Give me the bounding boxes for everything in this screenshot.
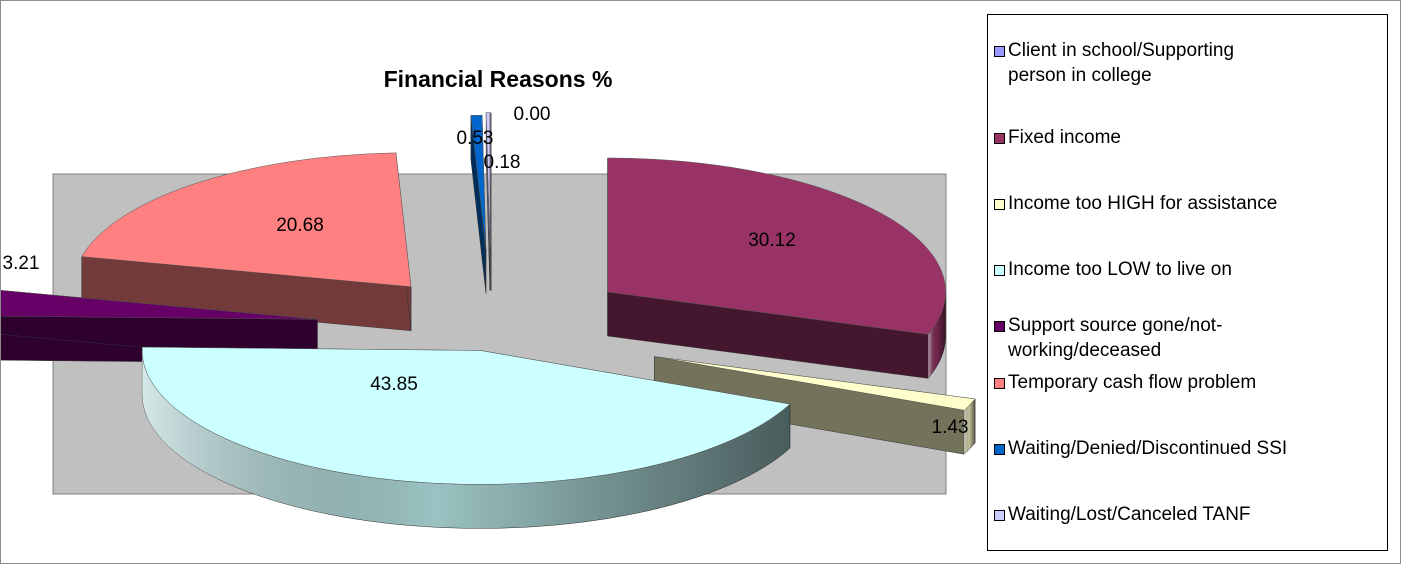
legend-label: Income too LOW to live on <box>1008 259 1232 280</box>
pie-slice-top <box>81 152 412 288</box>
legend-item-income-too-low: Income too LOW to live on <box>994 257 1232 282</box>
legend: Client in school/Supporting person in co… <box>987 14 1388 551</box>
legend-label: Fixed income <box>1008 127 1121 148</box>
pie-slice-income-too-high <box>654 356 976 455</box>
pie-slice-top <box>141 346 791 485</box>
legend-label: Support source gone/not- working/decease… <box>1008 315 1223 361</box>
legend-label: Waiting/Denied/Discontinued SSI <box>1008 438 1288 459</box>
pie-slice-edge-shading <box>142 350 790 529</box>
legend-swatch <box>994 321 1005 332</box>
legend-swatch <box>994 444 1005 455</box>
chart-title: Financial Reasons % <box>384 66 613 92</box>
legend-swatch <box>994 133 1005 144</box>
legend-item-waiting-ssi: Waiting/Denied/Discontinued SSI <box>994 436 1287 461</box>
data-label-waiting-tanf: 0.18 <box>484 152 521 173</box>
legend-item-income-too-high: Income too HIGH for assistance <box>994 191 1277 216</box>
pie-slice-income-too-low <box>141 346 791 529</box>
pie-slice-waiting-tanf <box>485 112 491 291</box>
legend-swatch <box>994 199 1005 210</box>
data-label-client-in-school: 0.00 <box>514 104 551 125</box>
pie-slice-waiting-ssi <box>470 115 487 294</box>
legend-swatch <box>994 378 1005 389</box>
pie-slice-top <box>485 112 491 247</box>
legend-item-client-in-school: Client in school/Supporting person in co… <box>994 38 1234 88</box>
pie-slice-edge-shading <box>964 398 976 455</box>
pie-slice-top <box>1 290 318 320</box>
legend-label: Temporary cash flow problem <box>1008 372 1257 393</box>
legend-item-waiting-tanf: Waiting/Lost/Canceled TANF <box>994 502 1251 527</box>
legend-item-support-source-gone: Support source gone/not- working/decease… <box>994 313 1222 363</box>
data-label-temporary-cash-flow: 20.68 <box>276 215 324 236</box>
data-label-fixed-income: 30.12 <box>748 230 796 251</box>
legend-swatch <box>994 510 1005 521</box>
legend-swatch <box>994 46 1005 57</box>
data-label-income-too-high: 1.43 <box>932 417 969 438</box>
legend-label: Client in school/Supporting person in co… <box>1008 40 1235 86</box>
legend-swatch <box>994 265 1005 276</box>
legend-label: Income too HIGH for assistance <box>1008 193 1278 214</box>
pie-slice-top <box>470 115 487 250</box>
legend-label: Waiting/Lost/Canceled TANF <box>1008 504 1251 525</box>
legend-item-fixed-income: Fixed income <box>994 125 1121 150</box>
data-label-income-too-low: 43.85 <box>370 374 418 395</box>
pie-slice-top <box>607 157 946 335</box>
data-label-support-source-gone: 3.21 <box>3 253 40 274</box>
pie-slice-top <box>654 356 976 411</box>
pie-slice-fixed-income <box>607 157 946 380</box>
pie-slice-temporary-cash-flow <box>81 152 412 332</box>
data-label-waiting-ssi: 0.53 <box>457 128 494 149</box>
legend-item-temporary-cash-flow: Temporary cash flow problem <box>994 370 1256 395</box>
